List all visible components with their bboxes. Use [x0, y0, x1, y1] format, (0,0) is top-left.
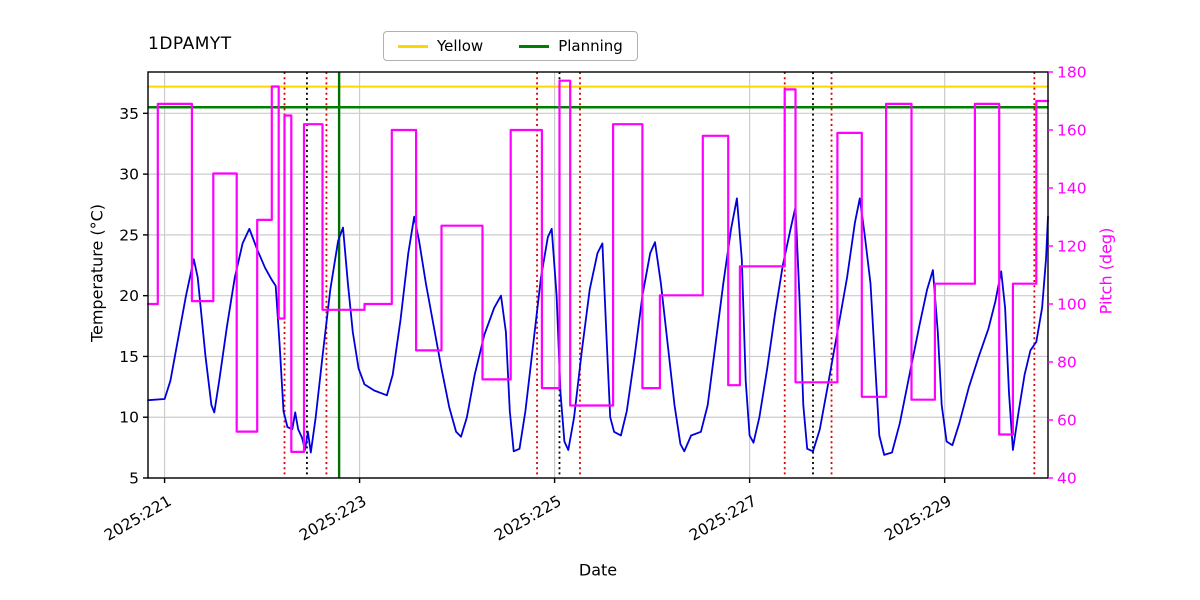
svg-text:60: 60 [1057, 412, 1077, 430]
svg-text:180: 180 [1057, 64, 1087, 82]
legend-item-yellow: Yellow [398, 37, 483, 55]
svg-text:2025:223: 2025:223 [296, 492, 369, 545]
x-axis-label: Date [578, 560, 618, 580]
svg-text:5: 5 [129, 470, 139, 488]
svg-text:40: 40 [1057, 470, 1077, 488]
yellow-line-swatch [398, 44, 428, 48]
legend-item-planning: Planning [519, 37, 623, 55]
legend: Yellow Planning [383, 31, 638, 61]
svg-text:10: 10 [119, 409, 139, 427]
chart-title: 1DPAMYT [148, 34, 232, 54]
svg-text:100: 100 [1057, 296, 1087, 314]
svg-text:2025:225: 2025:225 [491, 492, 564, 545]
svg-text:15: 15 [119, 348, 139, 366]
svg-text:2025:221: 2025:221 [101, 492, 174, 545]
planning-line-swatch [519, 44, 550, 48]
svg-text:160: 160 [1057, 122, 1087, 140]
svg-text:2025:229: 2025:229 [881, 492, 954, 545]
legend-label-yellow: Yellow [437, 37, 484, 55]
svg-text:25: 25 [119, 226, 139, 244]
svg-text:20: 20 [119, 287, 139, 305]
svg-text:140: 140 [1057, 180, 1087, 198]
legend-label-planning: Planning [558, 37, 623, 55]
svg-text:120: 120 [1057, 238, 1087, 256]
svg-text:2025:227: 2025:227 [686, 492, 759, 545]
svg-text:30: 30 [119, 166, 139, 184]
svg-text:80: 80 [1057, 354, 1077, 372]
svg-text:35: 35 [119, 105, 139, 123]
